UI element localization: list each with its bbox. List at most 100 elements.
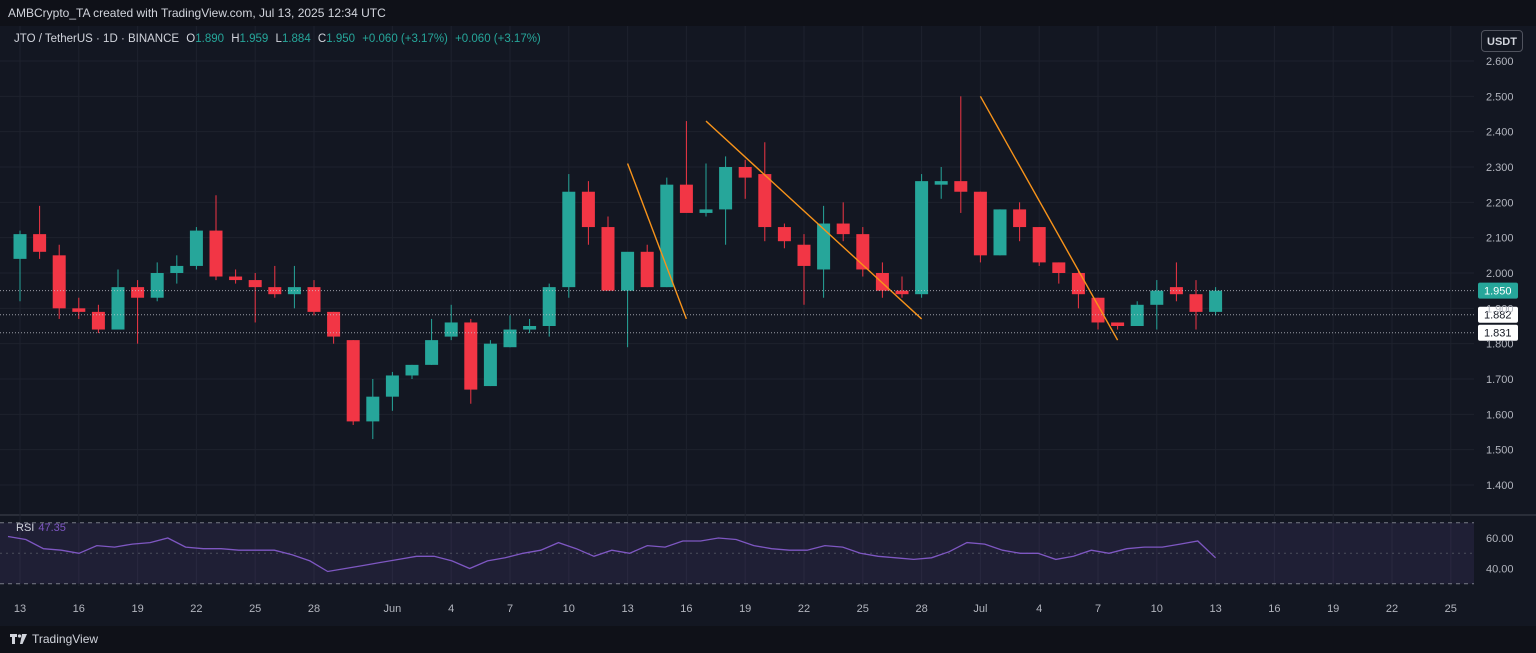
candle[interactable] <box>307 280 321 316</box>
x-tick-label: 10 <box>1151 603 1163 615</box>
candle-body <box>327 311 341 337</box>
open-value: 1.890 <box>195 33 225 45</box>
candle[interactable] <box>483 340 497 387</box>
candle[interactable] <box>640 244 654 288</box>
candle[interactable] <box>895 276 909 298</box>
candle[interactable] <box>581 181 595 245</box>
candle[interactable] <box>915 174 929 298</box>
candle[interactable] <box>503 315 517 348</box>
candle[interactable] <box>111 269 125 330</box>
candle[interactable] <box>444 304 458 341</box>
candle[interactable] <box>993 209 1007 256</box>
candle[interactable] <box>1150 280 1164 330</box>
candle[interactable] <box>797 234 811 305</box>
candle[interactable] <box>385 371 399 411</box>
candle-body <box>170 265 184 273</box>
candle[interactable] <box>817 205 831 298</box>
candle[interactable] <box>1209 287 1223 316</box>
candle[interactable] <box>679 121 693 213</box>
candle[interactable] <box>13 230 27 302</box>
candle[interactable] <box>72 297 86 319</box>
currency-button[interactable]: USDT <box>1481 30 1523 52</box>
candle[interactable] <box>229 269 243 284</box>
chart-area[interactable]: 60.00 40.00 1.950 1.882 1.831 2.600 2.500 2.4… <box>0 26 1536 626</box>
candle[interactable] <box>405 364 419 379</box>
candle[interactable] <box>699 163 713 217</box>
candle[interactable] <box>131 280 145 344</box>
candle[interactable] <box>973 191 987 263</box>
candle[interactable] <box>91 304 105 334</box>
candle-body <box>52 255 66 309</box>
candle[interactable] <box>1189 280 1203 330</box>
candle[interactable] <box>425 318 439 365</box>
candle-body <box>562 191 576 288</box>
candle-body <box>268 287 282 295</box>
x-tick-label: 22 <box>190 603 202 615</box>
x-tick-label: 16 <box>73 603 85 615</box>
candle[interactable] <box>189 227 203 270</box>
candle[interactable] <box>1130 301 1144 326</box>
trendline[interactable] <box>705 120 923 320</box>
candle[interactable] <box>601 216 615 291</box>
price-label: 1.882 <box>1484 310 1512 322</box>
x-tick-label: 7 <box>507 603 513 615</box>
candle[interactable] <box>209 195 223 281</box>
candle-body <box>1111 322 1125 326</box>
candle[interactable] <box>523 318 537 334</box>
candle[interactable] <box>52 244 66 319</box>
candle[interactable] <box>621 251 635 348</box>
candle-body <box>483 343 497 387</box>
trendline[interactable] <box>979 95 1119 341</box>
y-tick-label: 1.800 <box>1486 339 1514 351</box>
candle[interactable] <box>1111 322 1125 330</box>
candle-body <box>111 287 125 330</box>
candle-body <box>621 251 635 291</box>
y-tick-label: 1.600 <box>1486 409 1514 421</box>
candle[interactable] <box>464 318 478 404</box>
candle-body <box>777 227 791 242</box>
candle[interactable] <box>170 255 184 284</box>
candle[interactable] <box>33 205 47 259</box>
candle[interactable] <box>660 177 674 288</box>
tradingview-logo-icon[interactable] <box>10 633 28 645</box>
y-tick-label: 1.500 <box>1486 445 1514 457</box>
candle[interactable] <box>1013 202 1027 242</box>
symbol-label[interactable]: JTO / TetherUS · 1D · BINANCE <box>14 33 180 45</box>
candle[interactable] <box>150 262 164 302</box>
candle[interactable] <box>738 159 752 199</box>
candle[interactable] <box>268 265 282 298</box>
candle[interactable] <box>875 262 889 298</box>
x-tick-label: 22 <box>1386 603 1398 615</box>
candle[interactable] <box>1032 227 1046 266</box>
candle[interactable] <box>954 96 968 213</box>
candle[interactable] <box>366 379 380 440</box>
candle[interactable] <box>327 311 341 344</box>
x-tick-label: 4 <box>1036 603 1042 615</box>
candle[interactable] <box>542 283 556 337</box>
trendline[interactable] <box>626 163 688 320</box>
y-tick-label: 2.100 <box>1486 233 1514 245</box>
candle-body <box>1091 297 1105 323</box>
candle[interactable] <box>719 156 733 245</box>
candle[interactable] <box>1052 262 1066 284</box>
rsi-label[interactable]: RSI <box>16 522 35 534</box>
candle[interactable] <box>1071 269 1085 309</box>
candle[interactable] <box>836 202 850 242</box>
x-tick-label: 19 <box>1327 603 1339 615</box>
candle-body <box>503 329 517 348</box>
price-label-box <box>1478 282 1518 299</box>
tradingview-brand[interactable]: TradingView <box>32 632 99 646</box>
candle[interactable] <box>346 340 360 425</box>
candle[interactable] <box>758 142 772 242</box>
candle[interactable] <box>562 174 576 298</box>
candle[interactable] <box>856 227 870 277</box>
candle-body <box>1032 227 1046 263</box>
x-tick-label: 7 <box>1095 603 1101 615</box>
price-chart[interactable]: 60.00 40.00 1.950 1.882 1.831 2.600 2.500 2.4… <box>0 26 1536 626</box>
candle-body <box>1130 304 1144 326</box>
candle[interactable] <box>934 167 948 199</box>
candle[interactable] <box>1091 297 1105 330</box>
candle[interactable] <box>777 223 791 249</box>
candle[interactable] <box>1169 262 1183 302</box>
candle[interactable] <box>287 265 301 309</box>
